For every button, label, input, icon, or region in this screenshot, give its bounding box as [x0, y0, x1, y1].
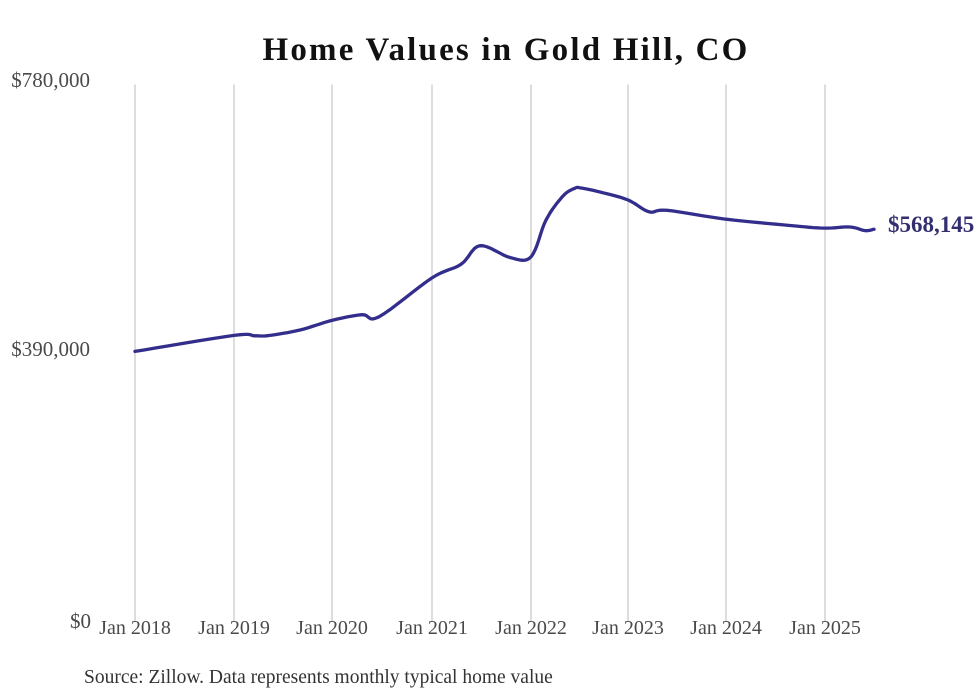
- svg-text:Jan 2021: Jan 2021: [396, 617, 468, 639]
- svg-text:Jan 2019: Jan 2019: [198, 617, 270, 639]
- svg-text:Jan 2025: Jan 2025: [789, 617, 861, 639]
- svg-text:Jan 2022: Jan 2022: [495, 617, 567, 639]
- svg-text:Jan 2024: Jan 2024: [690, 617, 762, 639]
- svg-text:$780,000: $780,000: [11, 68, 90, 92]
- svg-text:Jan 2018: Jan 2018: [99, 617, 171, 639]
- svg-text:$390,000: $390,000: [11, 337, 90, 361]
- svg-text:Jan 2023: Jan 2023: [592, 617, 664, 639]
- svg-text:Jan 2020: Jan 2020: [296, 617, 368, 639]
- svg-text:$568,145: $568,145: [888, 212, 974, 237]
- svg-text:$0: $0: [70, 609, 91, 633]
